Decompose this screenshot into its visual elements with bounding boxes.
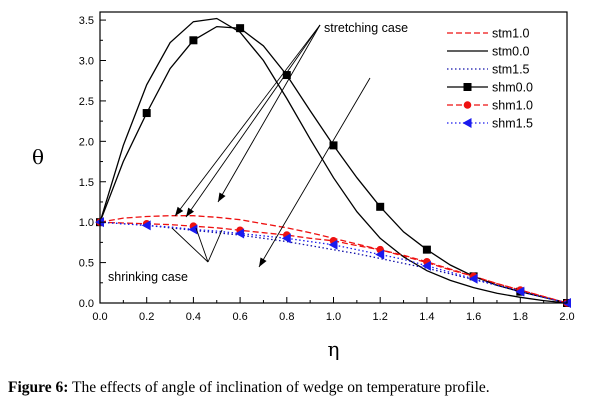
annotation-arrows bbox=[171, 24, 371, 268]
marker-shm1-5 bbox=[468, 273, 478, 284]
y-tick-label: 2.0 bbox=[79, 136, 94, 148]
marker-shm0-0 bbox=[422, 245, 431, 254]
y-tick-label: 3.0 bbox=[79, 56, 94, 68]
stretching-pointer-line bbox=[174, 24, 321, 217]
stretching-pointer-line bbox=[217, 24, 321, 203]
shrinking-pointer-line bbox=[171, 227, 209, 263]
series-line-shm1-0 bbox=[99, 221, 568, 304]
x-tick-label: 1.4 bbox=[419, 311, 434, 323]
legend-label-shm1-5: shm1.5 bbox=[492, 117, 533, 131]
stretching-pointer-line bbox=[185, 24, 321, 218]
marker-shm0-0 bbox=[236, 24, 245, 33]
x-tick-label: 0.0 bbox=[92, 311, 107, 323]
y-tick-label: 3.5 bbox=[79, 15, 94, 27]
axis-ticks: 0.0 0.2 0.4 0.6 0.8 1.0 1.2 1.4 1.6 1.8 2.0 0.0 0.5 1… bbox=[79, 15, 575, 323]
x-tick-label: 1.8 bbox=[513, 311, 528, 323]
marker-shm1-5 bbox=[281, 233, 291, 244]
legend: stm1.0 stm0.0 stm1.5 shm0.0 shm1.0 shm1.5 bbox=[447, 27, 533, 131]
x-axis-title: η bbox=[328, 337, 340, 361]
marker-shm0-0 bbox=[189, 36, 198, 45]
series-line-stm1-0 bbox=[99, 215, 568, 304]
figure-caption-label: Figure 6: bbox=[8, 379, 69, 396]
y-tick-label: 1.0 bbox=[79, 217, 94, 229]
series-line-shm1-5 bbox=[99, 221, 568, 304]
marker-shm1-5 bbox=[235, 228, 245, 239]
x-tick-label: 0.4 bbox=[186, 311, 201, 323]
marker-shm1-5 bbox=[328, 239, 338, 250]
marker-shm0-0 bbox=[142, 109, 151, 118]
x-tick-label: 0.6 bbox=[232, 311, 247, 323]
marker-shm0-0 bbox=[282, 71, 291, 80]
x-tick-label: 0.8 bbox=[279, 311, 294, 323]
stretching-arrowhead bbox=[175, 206, 184, 216]
series-lines bbox=[99, 17, 568, 304]
stretching-arrowhead bbox=[218, 192, 226, 202]
figure-caption: Figure 6: The effects of angle of inclin… bbox=[8, 377, 588, 398]
series-line-stm0-0 bbox=[99, 17, 568, 304]
shrinking-pointer-line bbox=[195, 227, 209, 263]
legend-label-stm1-0: stm1.0 bbox=[492, 27, 530, 41]
marker-shm1-5 bbox=[515, 286, 525, 297]
x-tick-label: 0.2 bbox=[139, 311, 154, 323]
legend-marker-shm1-5 bbox=[462, 118, 472, 128]
y-axis-title: θ bbox=[32, 145, 44, 169]
stretching-arrowhead bbox=[186, 207, 195, 217]
direction-arrowhead bbox=[259, 257, 267, 267]
y-tick-label: 0.0 bbox=[79, 298, 94, 310]
y-tick-label: 2.5 bbox=[79, 96, 94, 108]
y-tick-label: 0.5 bbox=[79, 258, 94, 270]
legend-label-shm0-0: shm0.0 bbox=[492, 81, 533, 95]
marker-shm0-0 bbox=[329, 141, 338, 150]
legend-label-stm0-0: stm0.0 bbox=[492, 45, 530, 59]
x-tick-label: 1.2 bbox=[373, 311, 388, 323]
marker-shm1-5 bbox=[375, 249, 385, 260]
series-line-stm1-5 bbox=[99, 221, 568, 304]
y-tick-label: 1.5 bbox=[79, 177, 94, 189]
figure-caption-text: The effects of angle of inclination of w… bbox=[72, 379, 490, 396]
marker-shm1-5 bbox=[188, 224, 198, 235]
annotation-stretching-case: stretching case bbox=[324, 21, 408, 35]
marker-shm1-5 bbox=[141, 220, 151, 231]
x-tick-label: 1.0 bbox=[326, 311, 341, 323]
shrinking-pointer-line bbox=[207, 229, 223, 263]
x-tick-label: 2.0 bbox=[559, 311, 574, 323]
marker-shm0-0 bbox=[376, 202, 385, 211]
legend-marker-shm0-0 bbox=[463, 83, 472, 91]
marker-shm1-5 bbox=[421, 260, 431, 271]
legend-marker-shm1-0 bbox=[463, 101, 472, 109]
legend-label-shm1-0: shm1.0 bbox=[492, 99, 533, 113]
annotation-shrinking-case: shrinking case bbox=[108, 270, 188, 284]
direction-arrow-line bbox=[258, 77, 371, 268]
x-tick-label: 1.6 bbox=[466, 311, 481, 323]
legend-label-stm1-5: stm1.5 bbox=[492, 63, 530, 77]
temperature-profile-chart: 0.0 0.2 0.4 0.6 0.8 1.0 1.2 1.4 1.6 1.8 2.0 0.0 0.5 1… bbox=[32, 11, 575, 361]
